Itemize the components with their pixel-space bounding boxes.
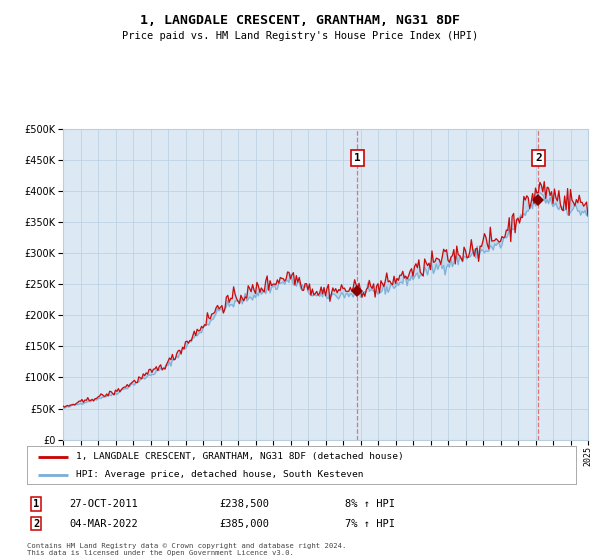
Text: 2: 2 (535, 153, 542, 163)
Text: £385,000: £385,000 (219, 519, 269, 529)
Text: £238,500: £238,500 (219, 499, 269, 509)
Text: 27-OCT-2011: 27-OCT-2011 (69, 499, 138, 509)
Text: 2: 2 (33, 519, 39, 529)
Text: 1: 1 (33, 499, 39, 509)
Text: 8% ↑ HPI: 8% ↑ HPI (345, 499, 395, 509)
Text: 1, LANGDALE CRESCENT, GRANTHAM, NG31 8DF (detached house): 1, LANGDALE CRESCENT, GRANTHAM, NG31 8DF… (76, 452, 404, 461)
Text: 7% ↑ HPI: 7% ↑ HPI (345, 519, 395, 529)
Text: 1, LANGDALE CRESCENT, GRANTHAM, NG31 8DF: 1, LANGDALE CRESCENT, GRANTHAM, NG31 8DF (140, 14, 460, 27)
Text: Contains HM Land Registry data © Crown copyright and database right 2024.
This d: Contains HM Land Registry data © Crown c… (27, 543, 346, 556)
Text: HPI: Average price, detached house, South Kesteven: HPI: Average price, detached house, Sout… (76, 470, 364, 479)
Text: 04-MAR-2022: 04-MAR-2022 (69, 519, 138, 529)
Text: 1: 1 (354, 153, 361, 163)
Text: Price paid vs. HM Land Registry's House Price Index (HPI): Price paid vs. HM Land Registry's House … (122, 31, 478, 41)
